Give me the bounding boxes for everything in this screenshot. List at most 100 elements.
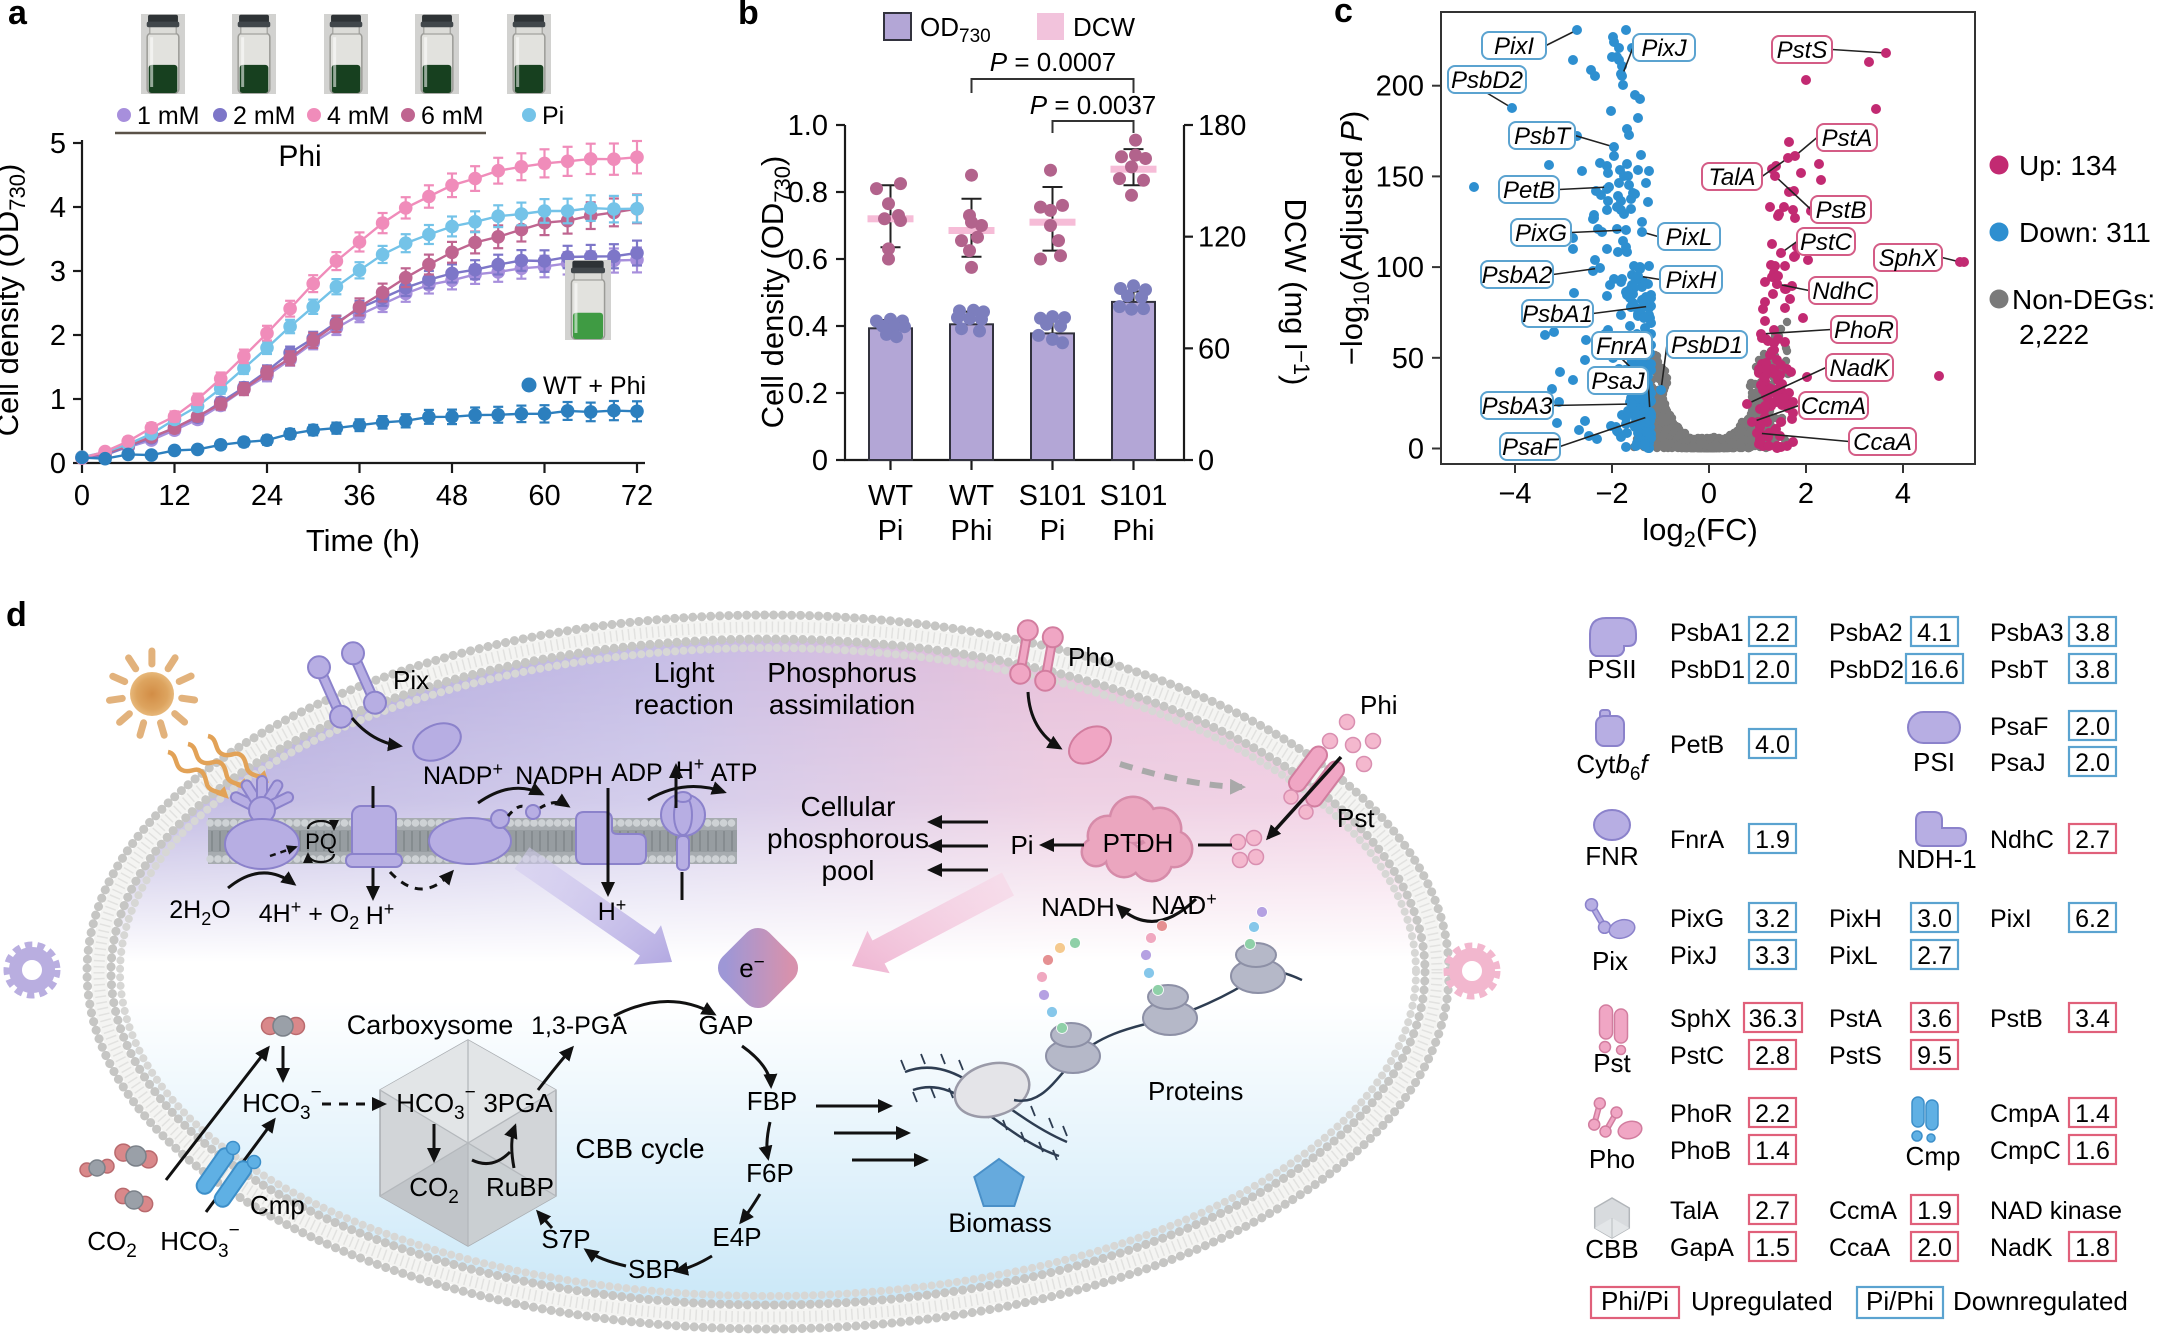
svg-text:HCO3−: HCO3− [396,1082,475,1124]
svg-text:PixI: PixI [1990,905,2032,933]
svg-text:3PGA: 3PGA [483,1088,553,1118]
svg-text:3.8: 3.8 [2075,656,2110,684]
svg-text:PsbA1: PsbA1 [1522,301,1593,328]
svg-text:1.0: 1.0 [788,110,828,142]
svg-text:WT: WT [949,480,994,512]
svg-text:PhoR: PhoR [1670,1100,1733,1128]
svg-text:PQ: PQ [305,829,337,854]
svg-text:PixJ: PixJ [1670,942,1717,970]
svg-text:PsbD2: PsbD2 [1829,656,1904,684]
svg-text:3.3: 3.3 [1755,942,1790,970]
svg-text:PTDH: PTDH [1103,828,1174,858]
svg-text:PixL: PixL [1829,942,1878,970]
svg-text:Phi: Phi [1113,515,1155,547]
svg-text:CO2: CO2 [87,1226,137,1262]
svg-text:Pho: Pho [1589,1144,1635,1174]
svg-text:0: 0 [1701,478,1717,510]
svg-text:NdhC: NdhC [1990,826,2054,854]
svg-text:1.5: 1.5 [1755,1234,1790,1262]
svg-text:4: 4 [50,192,66,224]
svg-text:PixG: PixG [1515,220,1567,247]
svg-text:Phi: Phi [278,140,321,173]
svg-text:2.7: 2.7 [2075,826,2110,854]
svg-text:OD730: OD730 [920,12,991,47]
svg-text:2.0: 2.0 [1755,656,1790,684]
svg-text:Light: Light [654,657,715,688]
svg-text:PsaJ: PsaJ [1591,368,1645,395]
svg-text:P = 0.0007: P = 0.0007 [990,47,1117,77]
svg-text:ATP: ATP [711,759,758,787]
svg-text:3.2: 3.2 [1755,905,1790,933]
svg-text:PSI: PSI [1913,747,1955,777]
svg-text:S7P: S7P [541,1224,590,1254]
svg-text:HCO3−: HCO3− [242,1082,321,1124]
svg-text:S101: S101 [1100,480,1168,512]
svg-text:CBB cycle: CBB cycle [575,1133,704,1164]
svg-text:PhoB: PhoB [1670,1137,1731,1165]
svg-text:2,222: 2,222 [2019,319,2089,350]
svg-text:NAD kinase: NAD kinase [1990,1197,2122,1225]
svg-text:Pix: Pix [1592,946,1628,976]
svg-text:0: 0 [1198,445,1214,477]
svg-text:−2: −2 [1595,478,1628,510]
svg-text:PixI: PixI [1494,33,1534,60]
svg-text:NadK: NadK [1990,1234,2053,1262]
svg-text:GAP: GAP [699,1010,754,1040]
svg-text:TalA: TalA [1670,1197,1719,1225]
svg-text:PstA: PstA [1822,125,1873,152]
svg-text:3: 3 [50,256,66,288]
svg-text:PsbA3: PsbA3 [1990,619,2064,647]
svg-text:NAD+: NAD+ [1151,889,1216,920]
svg-text:CcmA: CcmA [1801,393,1866,420]
svg-text:24: 24 [251,480,283,512]
svg-text:2.0: 2.0 [1917,1234,1952,1262]
svg-text:Phi/Pi: Phi/Pi [1601,1286,1669,1316]
svg-text:Pi: Pi [878,515,904,547]
svg-text:PsbT: PsbT [1990,656,2048,684]
svg-text:2.0: 2.0 [2075,713,2110,741]
svg-text:PstB: PstB [1990,1005,2043,1033]
svg-text:PetB: PetB [1670,731,1724,759]
svg-text:2.2: 2.2 [1755,1100,1790,1128]
svg-text:NdhC: NdhC [1812,278,1874,305]
svg-text:S101: S101 [1019,480,1087,512]
svg-text:Biomass: Biomass [948,1208,1052,1238]
svg-text:100: 100 [1376,252,1424,284]
svg-text:120: 120 [1198,222,1246,254]
svg-text:1.9: 1.9 [1917,1197,1952,1225]
svg-text:4H+ + O2: 4H+ + O2 [259,897,359,933]
svg-text:48: 48 [436,480,468,512]
svg-text:P = 0.0037: P = 0.0037 [1030,90,1157,120]
svg-text:16.6: 16.6 [1910,656,1959,684]
svg-text:1 mM: 1 mM [137,102,200,130]
svg-text:PixH: PixH [1666,267,1717,294]
svg-text:2H2O: 2H2O [169,896,230,929]
svg-text:FBP: FBP [747,1086,798,1116]
svg-text:SBP: SBP [628,1254,680,1284]
svg-text:0: 0 [1408,434,1424,466]
svg-text:0: 0 [812,445,828,477]
svg-text:FNR: FNR [1585,841,1638,871]
svg-text:12: 12 [158,480,190,512]
svg-text:72: 72 [621,480,653,512]
svg-text:PhoR: PhoR [1834,317,1894,344]
svg-text:E4P: E4P [712,1222,761,1252]
svg-text:Cmp: Cmp [1906,1141,1961,1171]
svg-text:PstC: PstC [1800,229,1853,256]
svg-text:PsaF: PsaF [1502,434,1559,461]
svg-text:36: 36 [343,480,375,512]
svg-text:3.8: 3.8 [2075,619,2110,647]
svg-text:phosphorous: phosphorous [767,823,929,854]
svg-text:PsbD1: PsbD1 [1670,656,1745,684]
svg-text:1.4: 1.4 [2075,1100,2110,1128]
svg-text:pool: pool [822,855,875,886]
svg-text:NDH-1: NDH-1 [1897,844,1976,874]
svg-text:Pi/Phi: Pi/Phi [1866,1286,1934,1316]
svg-text:Pi: Pi [542,102,564,130]
svg-text:DCW (mg l−1): DCW (mg l−1) [1278,199,1314,386]
svg-text:60: 60 [528,480,560,512]
svg-text:NADP+: NADP+ [423,759,503,790]
svg-text:3.6: 3.6 [1917,1005,1952,1033]
svg-text:50: 50 [1392,343,1424,375]
svg-text:Phi: Phi [1360,690,1398,720]
